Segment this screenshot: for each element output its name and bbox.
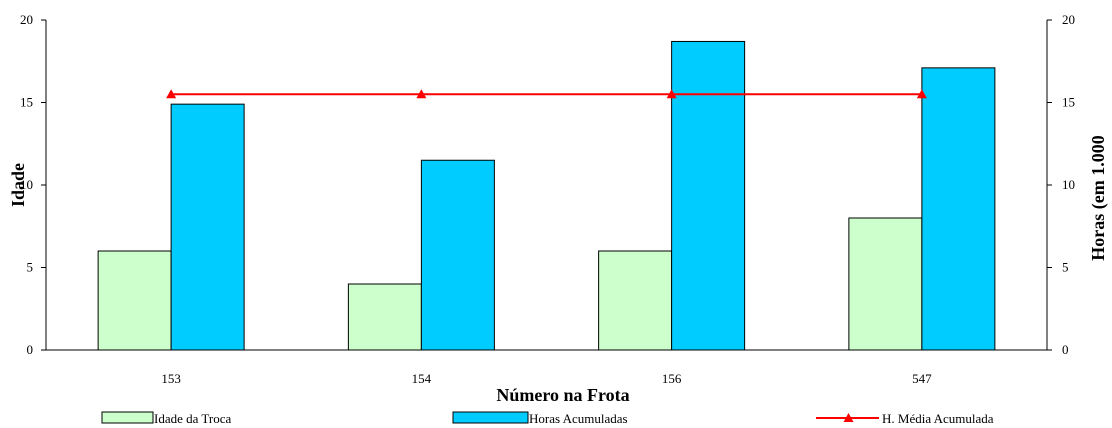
bar-horas-acumuladas-547 [921, 67, 996, 351]
y2-tick-label: 5 [1062, 260, 1069, 275]
x-tick-labels: 153 154 156 547 [161, 371, 932, 386]
x-tick-label: 153 [161, 371, 181, 386]
line-marker-triangle [666, 89, 677, 99]
x-tick-label: 154 [412, 371, 432, 386]
right-axis-ticks: 0 5 10 15 20 [1047, 12, 1075, 357]
line-marker-triangle [916, 89, 927, 99]
legend-label: Horas Acumuladas [529, 411, 628, 426]
y2-tick-label: 15 [1062, 95, 1075, 110]
legend: Idade da Troca Horas Acumuladas H. Média A… [101, 411, 994, 426]
y-tick-label: 20 [20, 12, 33, 27]
bar-idade-da-troca-156 [598, 250, 673, 351]
y-tick-label: 10 [20, 177, 33, 192]
y2-tick-label: 20 [1062, 12, 1075, 27]
y-tick-label: 5 [27, 260, 34, 275]
y-tick-label: 15 [20, 95, 33, 110]
average-line-series [166, 89, 927, 99]
legend-label: H. Média Acumulada [882, 411, 994, 426]
legend-swatch [452, 411, 529, 424]
x-tick-label: 156 [662, 371, 682, 386]
bar-idade-da-troca-154 [347, 283, 422, 351]
x-axis-title: Número na Frota [496, 385, 629, 405]
line-marker-triangle [416, 89, 427, 99]
bars [97, 40, 996, 351]
y-axis-title: Idade [8, 163, 28, 207]
legend-marker-triangle [843, 413, 854, 422]
bar-idade-da-troca-547 [848, 217, 923, 351]
x-tick-label: 547 [912, 371, 932, 386]
y2-axis-title: Horas (em 1.000 [1088, 135, 1109, 260]
bar-idade-da-troca-153 [97, 250, 172, 351]
bar-horas-acumuladas-153 [170, 103, 245, 351]
left-axis-ticks: 0 5 10 15 20 [20, 12, 46, 357]
bar-horas-acumuladas-154 [420, 159, 495, 351]
legend-swatch [101, 411, 154, 424]
bar-horas-acumuladas-156 [671, 40, 746, 351]
y2-tick-label: 0 [1062, 342, 1069, 357]
line-marker-triangle [166, 89, 177, 99]
y-tick-label: 0 [27, 342, 34, 357]
legend-label: Idade da Troca [154, 411, 231, 426]
y2-tick-label: 10 [1062, 177, 1075, 192]
